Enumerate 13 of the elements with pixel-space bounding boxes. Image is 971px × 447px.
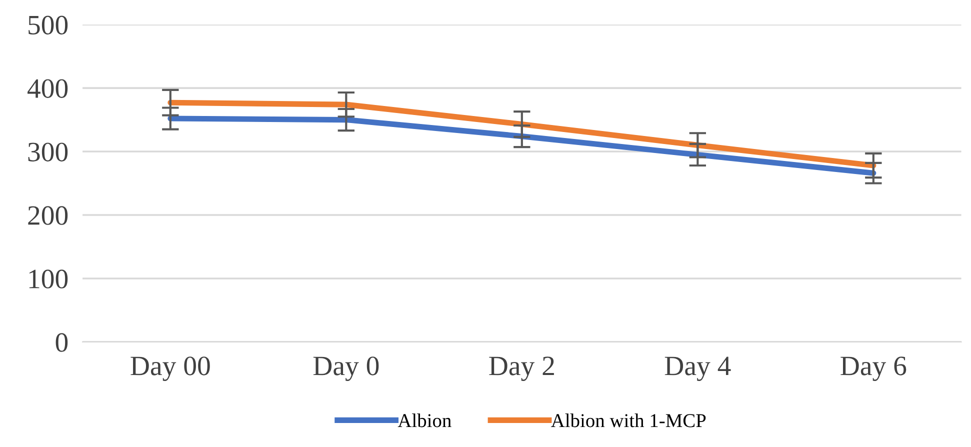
x-tick-label: Day 6 (840, 356, 906, 382)
x-tick-label: Day 2 (489, 356, 554, 382)
y-tick-label: 500 (28, 16, 68, 34)
y-tick-label: 0 (56, 333, 68, 352)
x-tick-label: Day 0 (313, 356, 379, 382)
y-tick-label: 300 (28, 142, 68, 162)
x-tick-label: Day 00 (130, 356, 210, 382)
x-tick-label: Day 4 (664, 356, 731, 382)
legend-label: Albion (398, 414, 452, 428)
y-tick-label: 100 (29, 270, 68, 288)
legend-label: Albion with 1-MCP (551, 414, 706, 428)
y-tick-label: 200 (28, 206, 68, 225)
y-tick-label: 400 (28, 79, 68, 98)
